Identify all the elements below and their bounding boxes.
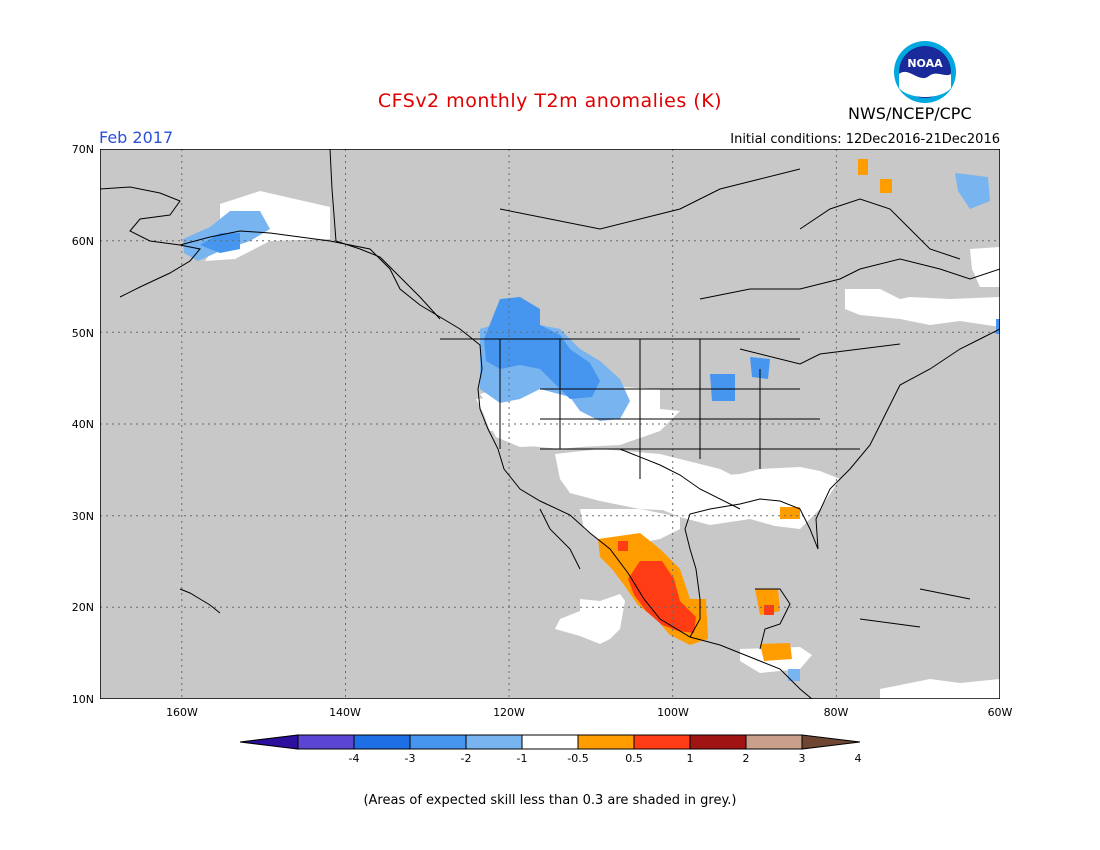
agency-label: NWS/NCEP/CPC (848, 104, 972, 123)
lat-label-30n: 30N (71, 510, 94, 523)
colorbar-segment (297, 734, 355, 750)
skill-footnote: (Areas of expected skill less than 0.3 a… (363, 793, 737, 808)
colorbar-segment (633, 734, 691, 750)
lat-label-50n: 50N (71, 327, 94, 340)
lon-label-120w: 120W (493, 706, 525, 719)
chart-title: CFSv2 monthly T2m anomalies (K) (377, 90, 723, 112)
colorbar-tick-label: 3 (798, 752, 806, 765)
lon-label-160w: 160W (166, 706, 198, 719)
lat-label-60n: 60N (71, 235, 94, 248)
coastlines (100, 149, 1000, 699)
colorbar-tick-label: 0.5 (625, 752, 643, 765)
colorbar-segment (521, 734, 579, 750)
colorbar-tick-label: -0.5 (567, 752, 589, 765)
lon-label-80w: 80W (823, 706, 849, 719)
colorbar-segment (689, 734, 747, 750)
noaa-logo-icon: NOAA (894, 41, 956, 103)
colorbar-tick-label: -3 (404, 752, 416, 765)
colorbar-segment (745, 734, 803, 750)
colorbar-tick-label: -2 (460, 752, 472, 765)
initial-conditions-label: Initial conditions: 12Dec2016-21Dec2016 (730, 132, 1000, 147)
grid-lines (100, 149, 1000, 699)
colorbar-segment (409, 734, 467, 750)
svg-text:NOAA: NOAA (907, 57, 943, 70)
anomaly-map (100, 149, 1000, 699)
colorbar-tick-label: 1 (686, 752, 694, 765)
lon-label-140w: 140W (329, 706, 361, 719)
lat-label-40n: 40N (71, 418, 94, 431)
colorbar-tick-label: 4 (854, 752, 862, 765)
lat-label-20n: 20N (71, 601, 94, 614)
colorbar (240, 734, 860, 750)
colorbar-segment (353, 734, 411, 750)
colorbar-segment (577, 734, 635, 750)
anomaly-shading (183, 159, 1000, 699)
colorbar-arrow-low (240, 734, 299, 750)
colorbar-tick-label: 2 (742, 752, 750, 765)
lon-label-100w: 100W (657, 706, 689, 719)
colorbar-tick-label: -1 (516, 752, 528, 765)
colorbar-segment (465, 734, 523, 750)
lat-label-70n: 70N (71, 143, 94, 156)
lat-label-10n: 10N (71, 693, 94, 706)
colorbar-arrow-high (801, 734, 860, 750)
valid-month-label: Feb 2017 (99, 128, 174, 147)
lon-label-60w: 60W (987, 706, 1013, 719)
colorbar-tick-label: -4 (348, 752, 360, 765)
